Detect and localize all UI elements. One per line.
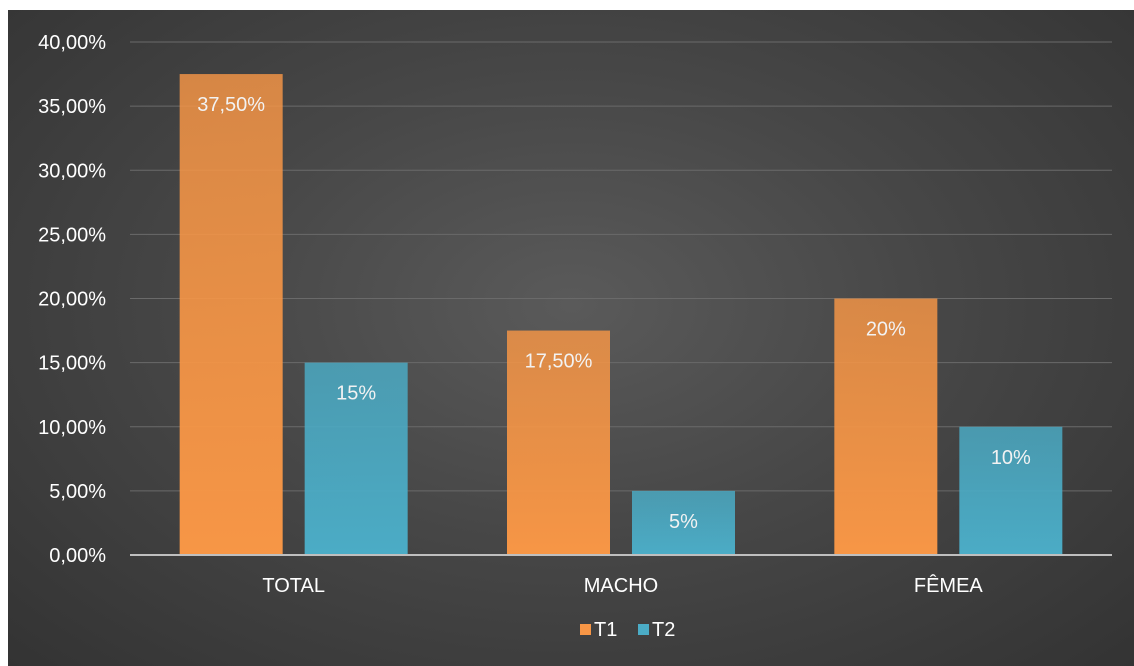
chart-area: 0,00% 5,00% 10,00% 15,00% 20,00% 25,00% 30,00%… [8, 10, 1134, 666]
bar-t1-2 [834, 298, 938, 555]
bar-t2-1 [632, 490, 735, 555]
legend-label: T2 [652, 619, 675, 641]
bar-chart: 0,00% 5,00% 10,00% 15,00% 20,00% 25,00% 30,00%… [38, 32, 1112, 641]
legend-swatch [580, 624, 591, 635]
legend-label: T1 [594, 619, 617, 641]
y-tick-label: 0,00% [49, 545, 106, 567]
bar-t1-1 [507, 330, 610, 555]
data-label-t1-2: 20% [866, 319, 906, 341]
y-tick-label: 15,00% [38, 353, 106, 375]
bar-t1-0 [179, 74, 283, 555]
legend-swatch [638, 624, 649, 635]
data-label-t2-1: 5% [669, 511, 698, 533]
category-label: TOTAL [262, 575, 325, 597]
y-tick-label: 30,00% [38, 160, 106, 182]
gridlines [130, 41, 1112, 492]
category-label: MACHO [584, 575, 658, 597]
y-tick-label: 25,00% [38, 224, 106, 246]
legend-item-t1: T1 [580, 619, 617, 641]
legend: T1 T2 [580, 619, 675, 641]
y-tick-label: 40,00% [38, 32, 106, 54]
category-label: FÊMEA [914, 574, 984, 597]
y-tick-label: 5,00% [49, 481, 106, 503]
y-tick-label: 35,00% [38, 96, 106, 118]
legend-item-t2: T2 [638, 619, 675, 641]
data-label-t1-1: 17,50% [525, 351, 593, 373]
data-label-t2-0: 15% [336, 383, 376, 405]
y-tick-label: 20,00% [38, 289, 106, 311]
data-labels: 37,50% 15% 17,50% 5% 20% 10% [197, 94, 1031, 533]
x-axis-category-labels: TOTAL MACHO FÊMEA [262, 574, 983, 597]
bars [179, 74, 1063, 555]
y-tick-label: 10,00% [38, 417, 106, 439]
bar-t2-0 [304, 362, 408, 555]
data-label-t1-0: 37,50% [197, 94, 265, 116]
bar-t2-2 [959, 426, 1063, 555]
y-axis-tick-labels: 0,00% 5,00% 10,00% 15,00% 20,00% 25,00% 30,00%… [38, 32, 106, 567]
data-label-t2-2: 10% [991, 447, 1031, 469]
